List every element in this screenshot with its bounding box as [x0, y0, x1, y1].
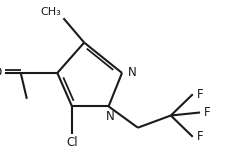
- Text: O: O: [0, 66, 2, 79]
- Text: N: N: [105, 110, 114, 123]
- Text: CH₃: CH₃: [40, 7, 61, 17]
- Text: Cl: Cl: [66, 136, 78, 149]
- Text: F: F: [204, 106, 210, 119]
- Text: F: F: [196, 88, 203, 101]
- Text: N: N: [128, 66, 137, 79]
- Text: F: F: [196, 130, 203, 143]
